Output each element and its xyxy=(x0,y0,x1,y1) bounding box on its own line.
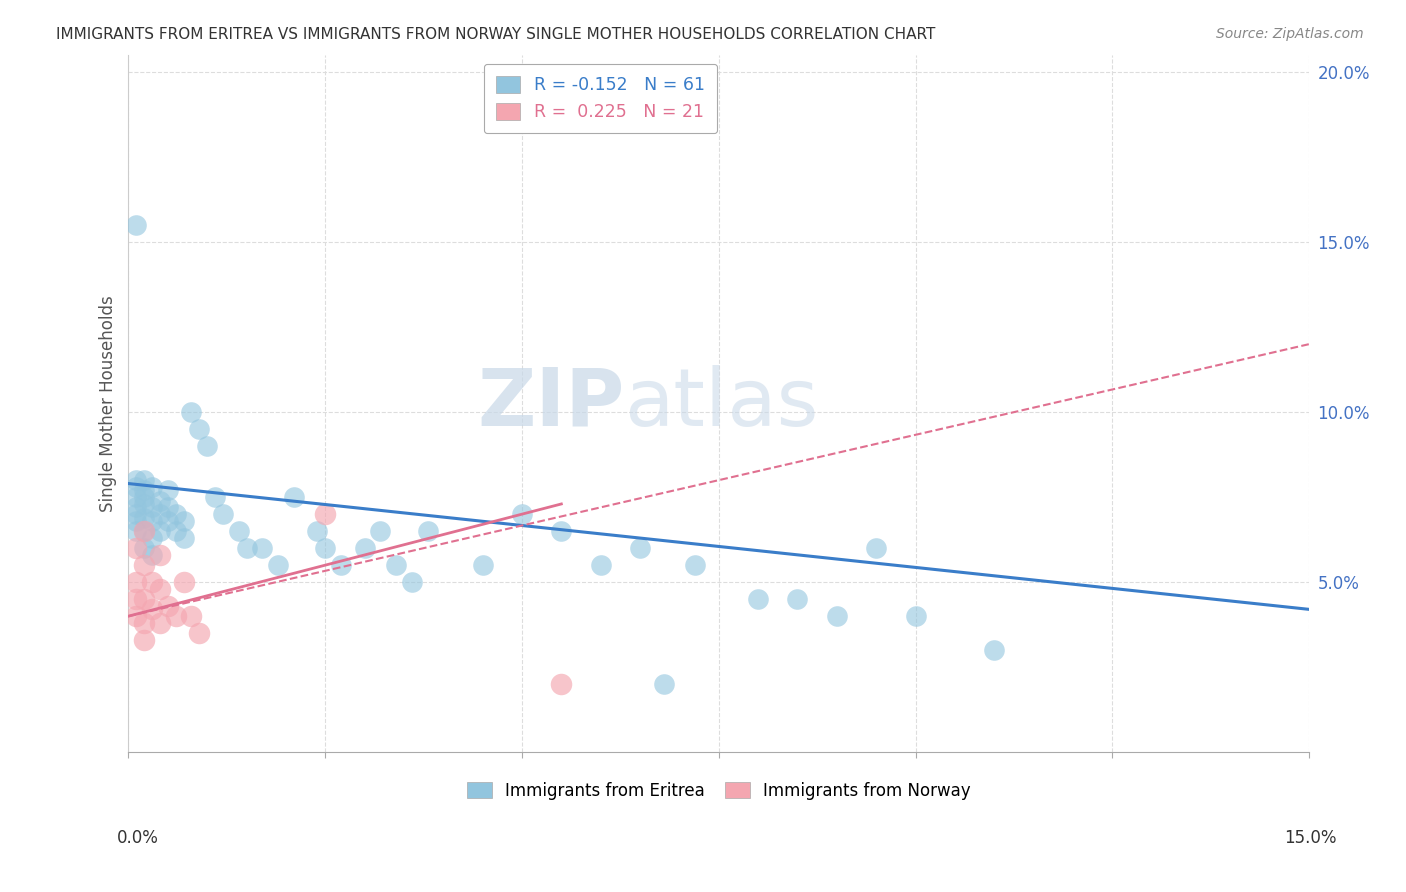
Point xyxy=(314,541,336,556)
Point xyxy=(125,500,148,515)
Point xyxy=(283,490,305,504)
Point xyxy=(134,497,156,511)
Point xyxy=(235,541,257,556)
Point xyxy=(125,575,148,590)
Y-axis label: Single Mother Households: Single Mother Households xyxy=(100,295,117,512)
Point xyxy=(141,575,163,590)
Point xyxy=(156,500,179,515)
Point xyxy=(904,609,927,624)
Point xyxy=(134,524,156,538)
Point xyxy=(134,524,156,538)
Point xyxy=(165,609,187,624)
Point xyxy=(156,599,179,613)
Point xyxy=(141,480,163,494)
Point xyxy=(125,592,148,607)
Point xyxy=(252,541,274,556)
Point xyxy=(307,524,329,538)
Point xyxy=(134,615,156,630)
Point xyxy=(353,541,375,556)
Point xyxy=(125,473,148,487)
Point xyxy=(188,626,211,640)
Point xyxy=(125,609,148,624)
Point xyxy=(471,558,494,573)
Point xyxy=(125,524,148,538)
Point xyxy=(165,524,187,538)
Point xyxy=(825,609,848,624)
Point xyxy=(330,558,353,573)
Point xyxy=(134,558,156,573)
Point xyxy=(134,541,156,556)
Point xyxy=(156,483,179,498)
Point xyxy=(149,548,172,562)
Point xyxy=(983,643,1005,657)
Point xyxy=(149,493,172,508)
Point xyxy=(228,524,250,538)
Point xyxy=(134,490,156,504)
Point xyxy=(628,541,651,556)
Point xyxy=(125,514,148,528)
Point xyxy=(149,582,172,596)
Point xyxy=(134,592,156,607)
Text: IMMIGRANTS FROM ERITREA VS IMMIGRANTS FROM NORWAY SINGLE MOTHER HOUSEHOLDS CORRE: IMMIGRANTS FROM ERITREA VS IMMIGRANTS FR… xyxy=(56,27,935,42)
Point xyxy=(134,632,156,647)
Point xyxy=(141,531,163,545)
Point xyxy=(589,558,612,573)
Point xyxy=(149,507,172,521)
Point xyxy=(141,500,163,515)
Point xyxy=(165,507,187,521)
Point xyxy=(510,507,533,521)
Point xyxy=(204,490,226,504)
Point xyxy=(550,677,572,691)
Point xyxy=(401,575,423,590)
Point xyxy=(195,439,218,453)
Point xyxy=(134,483,156,498)
Point xyxy=(125,480,148,494)
Point xyxy=(141,602,163,616)
Point xyxy=(149,524,172,538)
Legend: Immigrants from Eritrea, Immigrants from Norway: Immigrants from Eritrea, Immigrants from… xyxy=(460,775,977,806)
Point xyxy=(385,558,408,573)
Text: ZIP: ZIP xyxy=(477,365,624,442)
Point xyxy=(149,615,172,630)
Point xyxy=(141,514,163,528)
Point xyxy=(141,548,163,562)
Point xyxy=(180,609,202,624)
Point xyxy=(188,422,211,436)
Text: 15.0%: 15.0% xyxy=(1284,829,1337,847)
Point xyxy=(550,524,572,538)
Text: 0.0%: 0.0% xyxy=(117,829,159,847)
Point xyxy=(125,541,148,556)
Point xyxy=(865,541,887,556)
Point xyxy=(683,558,706,573)
Text: atlas: atlas xyxy=(624,365,818,442)
Point xyxy=(180,405,202,419)
Point xyxy=(370,524,392,538)
Point xyxy=(125,507,148,521)
Point xyxy=(786,592,808,607)
Point xyxy=(134,510,156,524)
Point xyxy=(652,677,675,691)
Text: Source: ZipAtlas.com: Source: ZipAtlas.com xyxy=(1216,27,1364,41)
Point xyxy=(416,524,439,538)
Point xyxy=(173,531,195,545)
Point xyxy=(747,592,769,607)
Point xyxy=(173,575,195,590)
Point xyxy=(125,218,148,232)
Point xyxy=(212,507,235,521)
Point xyxy=(125,490,148,504)
Point xyxy=(314,507,336,521)
Point xyxy=(267,558,290,573)
Point xyxy=(173,514,195,528)
Point xyxy=(134,473,156,487)
Point xyxy=(156,514,179,528)
